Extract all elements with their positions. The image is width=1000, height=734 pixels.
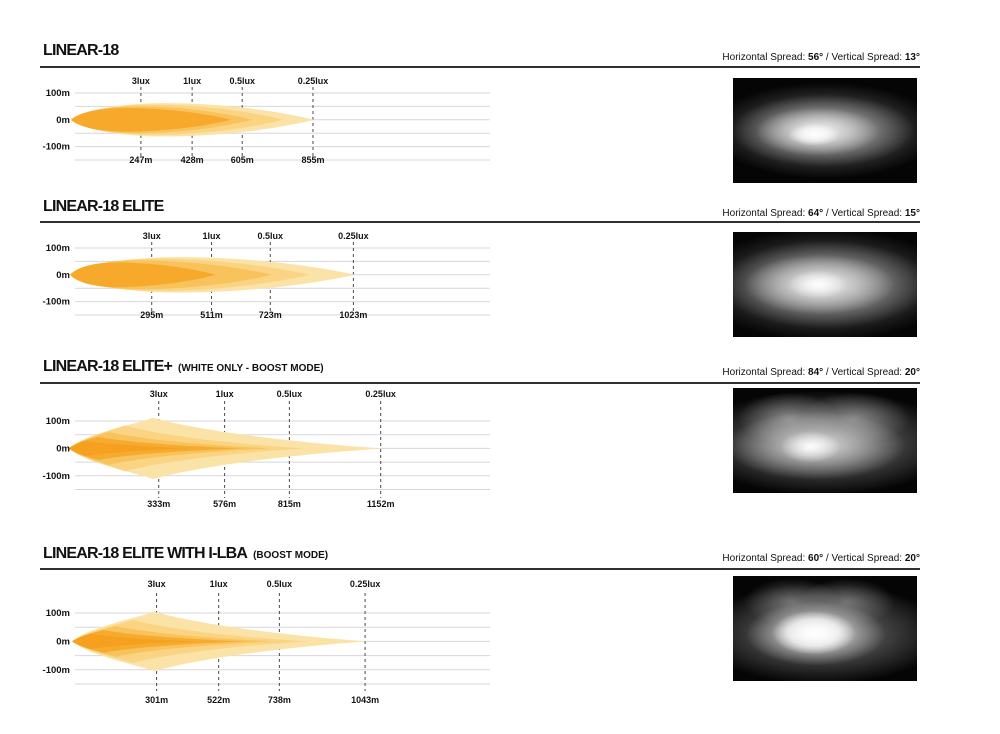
product-name: LINEAR-18 ELITE: [43, 198, 164, 215]
lux-label: 0.25lux: [298, 76, 329, 86]
section-title-linear-18: LINEAR-18: [43, 41, 124, 63]
distance-label: 605m: [231, 155, 254, 165]
spread-info: Horizontal Spread: 56° / Vertical Spread…: [722, 52, 920, 64]
beam-layer: [72, 633, 196, 650]
y-axis-label: 0m: [56, 115, 70, 126]
beam-pattern-image: [733, 388, 917, 493]
spread-separator: /: [825, 367, 829, 378]
distance-label: 855m: [301, 155, 324, 165]
section-divider: [40, 221, 920, 223]
section-divider: [40, 66, 920, 68]
section-divider: [40, 382, 920, 384]
horizontal-spread-label: Horizontal Spread:: [722, 367, 806, 378]
section-divider: [40, 568, 920, 570]
lux-label: 1lux: [203, 231, 221, 241]
section-title-linear-18-elite-plus: LINEAR-18 ELITE+ (WHITE ONLY - BOOST MODE…: [43, 357, 324, 379]
distance-label: 295m: [140, 310, 163, 320]
lux-label: 3lux: [132, 76, 150, 86]
vertical-spread-value: 13°: [904, 52, 920, 63]
distance-label: 576m: [213, 499, 236, 509]
beam-distance-chart: 3lux 247m 1lux 428m 0.5lux 605m 0.25lux 855m 100…: [43, 76, 490, 165]
beam-layer: [71, 108, 231, 132]
y-axis-label: -100m: [43, 142, 70, 153]
lux-label: 0.25lux: [338, 231, 369, 241]
distance-label: 738m: [268, 695, 291, 705]
spread-separator: /: [825, 52, 829, 63]
distance-label: 333m: [147, 499, 170, 509]
section-title-linear-18-elite: LINEAR-18 ELITE: [43, 197, 169, 219]
y-axis-label: 100m: [46, 243, 70, 254]
lux-label: 0.5lux: [229, 76, 255, 86]
y-axis-label: 0m: [56, 270, 70, 281]
lux-label: 3lux: [143, 231, 161, 241]
horizontal-spread-label: Horizontal Spread:: [722, 52, 806, 63]
y-axis-label: -100m: [43, 297, 70, 308]
y-axis-label: 100m: [46, 608, 70, 619]
vertical-spread-label: Vertical Spread:: [831, 208, 903, 219]
beam-distance-chart: 3lux 333m 1lux 576m 0.5lux 815m 0.25lux 1152m 10…: [43, 389, 490, 509]
horizontal-spread-label: Horizontal Spread:: [722, 553, 806, 564]
beam-pattern-image: [733, 576, 917, 681]
spread-info: Horizontal Spread: 84° / Vertical Spread…: [722, 367, 920, 379]
distance-label: 428m: [181, 155, 204, 165]
y-axis-label: 100m: [46, 88, 70, 99]
spread-separator: /: [825, 208, 829, 219]
distance-label: 1023m: [339, 310, 367, 320]
y-axis-label: 0m: [56, 443, 70, 454]
lux-label: 1lux: [183, 76, 201, 86]
vertical-spread-label: Vertical Spread:: [831, 52, 903, 63]
horizontal-spread-value: 60°: [808, 553, 824, 564]
horizontal-spread-value: 84°: [808, 367, 824, 378]
lux-label: 0.5lux: [267, 579, 293, 589]
beam-distance-chart: 3lux 301m 1lux 522m 0.5lux 738m 0.25lux 1043m 10…: [43, 579, 490, 705]
distance-label: 301m: [145, 695, 168, 705]
vertical-spread-label: Vertical Spread:: [831, 367, 903, 378]
horizontal-spread-label: Horizontal Spread:: [722, 208, 806, 219]
distance-label: 815m: [278, 499, 301, 509]
product-name: LINEAR-18 ELITE WITH I-LBA: [43, 545, 248, 562]
spread-info: Horizontal Spread: 64° / Vertical Spread…: [722, 208, 920, 220]
distance-label: 1043m: [351, 695, 379, 705]
beam-pattern-image: [733, 232, 917, 337]
distance-label: 247m: [129, 155, 152, 165]
vertical-spread-value: 20°: [904, 553, 920, 564]
spread-separator: /: [825, 553, 829, 564]
spread-info: Horizontal Spread: 60° / Vertical Spread…: [722, 553, 920, 565]
lux-label: 0.5lux: [277, 389, 303, 399]
distance-label: 723m: [259, 310, 282, 320]
beam-layer: [68, 440, 194, 457]
y-axis-label: 100m: [46, 416, 70, 427]
y-axis-label: 0m: [56, 636, 70, 647]
lux-label: 1lux: [210, 579, 228, 589]
lux-label: 0.5lux: [258, 231, 284, 241]
distance-label: 1152m: [367, 499, 395, 509]
section-title-linear-18-elite-ilba: LINEAR-18 ELITE WITH I-LBA (BOOST MODE): [43, 544, 328, 566]
product-subtitle: (BOOST MODE): [253, 550, 329, 561]
vertical-spread-value: 15°: [904, 208, 920, 219]
lux-label: 1lux: [216, 389, 234, 399]
vertical-spread-value: 20°: [904, 367, 920, 378]
beam-layer: [70, 262, 216, 288]
y-axis-label: -100m: [43, 665, 70, 676]
product-name: LINEAR-18 ELITE+: [43, 358, 173, 375]
beam-pattern-image: [733, 78, 917, 183]
product-name: LINEAR-18: [43, 42, 119, 59]
distance-label: 511m: [200, 310, 223, 320]
lux-label: 3lux: [148, 579, 166, 589]
horizontal-spread-value: 56°: [808, 52, 824, 63]
product-subtitle: (WHITE ONLY - BOOST MODE): [178, 363, 324, 374]
horizontal-spread-value: 64°: [808, 208, 824, 219]
beam-distance-chart: 3lux 295m 1lux 511m 0.5lux 723m 0.25lux 1023m 10…: [43, 231, 490, 320]
distance-label: 522m: [207, 695, 230, 705]
lux-label: 3lux: [150, 389, 168, 399]
lux-label: 0.25lux: [365, 389, 396, 399]
lux-label: 0.25lux: [350, 579, 381, 589]
vertical-spread-label: Vertical Spread:: [831, 553, 903, 564]
y-axis-label: -100m: [43, 471, 70, 482]
